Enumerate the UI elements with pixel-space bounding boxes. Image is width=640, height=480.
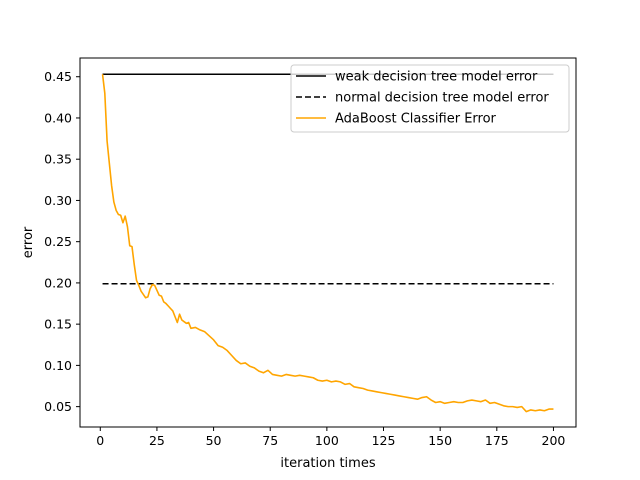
- x-tick-label: 125: [372, 433, 396, 448]
- legend-label-normal: normal decision tree model error: [335, 91, 549, 106]
- y-tick-label: 0.45: [44, 69, 72, 84]
- x-tick-label: 200: [542, 433, 566, 448]
- legend-label-adaboost: AdaBoost Classifier Error: [335, 112, 497, 127]
- x-tick-label: 100: [315, 433, 339, 448]
- x-axis-ticks: 0 25 50 75 100 125 150 175 200: [96, 427, 565, 448]
- legend: weak decision tree model error normal de…: [290, 64, 570, 133]
- x-tick-label: 75: [262, 433, 278, 448]
- y-tick-label: 0.30: [44, 193, 72, 208]
- y-tick-label: 0.35: [44, 152, 72, 167]
- x-tick-label: 25: [149, 433, 165, 448]
- y-tick-label: 0.15: [44, 317, 72, 332]
- series-line-2: [101, 74, 554, 413]
- y-axis-label: error: [21, 226, 36, 258]
- x-tick-label: 0: [96, 433, 104, 448]
- x-tick-label: 150: [428, 433, 452, 448]
- y-tick-label: 0.25: [44, 234, 72, 249]
- legend-box: [290, 64, 570, 133]
- x-tick-label: 50: [206, 433, 222, 448]
- x-axis-label: iteration times: [280, 456, 375, 471]
- x-tick-label: 175: [485, 433, 509, 448]
- y-tick-label: 0.40: [44, 110, 72, 125]
- y-tick-label: 0.05: [44, 399, 72, 414]
- legend-label-weak: weak decision tree model error: [335, 70, 538, 85]
- axes-frame: [79, 57, 577, 428]
- y-axis-ticks: 0.05 0.10 0.15 0.20 0.25 0.30 0.35 0.40 0.45: [44, 69, 80, 414]
- y-tick-label: 0.20: [44, 275, 72, 290]
- y-tick-label: 0.10: [44, 358, 72, 373]
